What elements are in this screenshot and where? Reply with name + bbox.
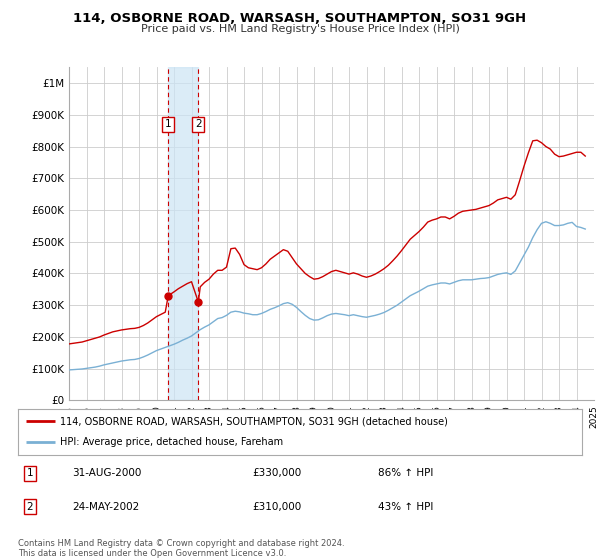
Text: 1: 1 <box>165 119 172 129</box>
Text: 86% ↑ HPI: 86% ↑ HPI <box>378 468 433 478</box>
Text: 1: 1 <box>26 468 34 478</box>
Text: £310,000: £310,000 <box>252 502 301 512</box>
Text: Contains HM Land Registry data © Crown copyright and database right 2024.
This d: Contains HM Land Registry data © Crown c… <box>18 539 344 558</box>
Text: 24-MAY-2002: 24-MAY-2002 <box>72 502 139 512</box>
Bar <box>168 67 199 400</box>
Text: 114, OSBORNE ROAD, WARSASH, SOUTHAMPTON, SO31 9GH (detached house): 114, OSBORNE ROAD, WARSASH, SOUTHAMPTON,… <box>60 416 448 426</box>
Text: 43% ↑ HPI: 43% ↑ HPI <box>378 502 433 512</box>
Text: HPI: Average price, detached house, Fareham: HPI: Average price, detached house, Fare… <box>60 437 283 447</box>
Text: 114, OSBORNE ROAD, WARSASH, SOUTHAMPTON, SO31 9GH: 114, OSBORNE ROAD, WARSASH, SOUTHAMPTON,… <box>73 12 527 25</box>
Text: 31-AUG-2000: 31-AUG-2000 <box>72 468 142 478</box>
Text: £330,000: £330,000 <box>252 468 301 478</box>
Text: 2: 2 <box>195 119 202 129</box>
Text: 2: 2 <box>26 502 34 512</box>
Text: Price paid vs. HM Land Registry's House Price Index (HPI): Price paid vs. HM Land Registry's House … <box>140 24 460 34</box>
